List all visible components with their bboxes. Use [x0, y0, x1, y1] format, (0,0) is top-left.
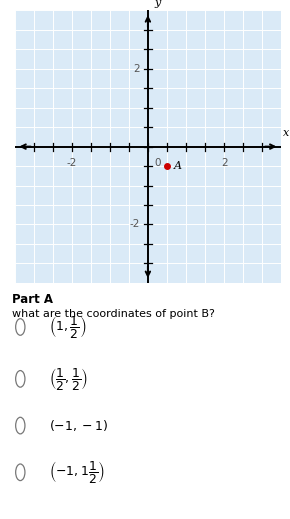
- Text: y: y: [155, 0, 161, 8]
- Text: 2: 2: [221, 157, 227, 168]
- Text: A: A: [174, 161, 182, 171]
- Text: what are the coordinates of point B?: what are the coordinates of point B?: [12, 309, 215, 319]
- Text: -2: -2: [129, 220, 139, 229]
- Text: 2: 2: [133, 64, 139, 74]
- Text: $\left(-1, 1\dfrac{1}{2}\right)$: $\left(-1, 1\dfrac{1}{2}\right)$: [49, 459, 105, 485]
- Text: 0: 0: [155, 157, 161, 168]
- Text: $\left(\dfrac{1}{2}, \dfrac{1}{2}\right)$: $\left(\dfrac{1}{2}, \dfrac{1}{2}\right)…: [49, 366, 88, 392]
- Text: -2: -2: [66, 157, 77, 168]
- Text: Part A: Part A: [12, 293, 52, 306]
- Text: x: x: [283, 128, 289, 138]
- Text: $(-1, -1)$: $(-1, -1)$: [49, 418, 108, 433]
- Text: $\left(1, \dfrac{1}{2}\right)$: $\left(1, \dfrac{1}{2}\right)$: [49, 314, 87, 340]
